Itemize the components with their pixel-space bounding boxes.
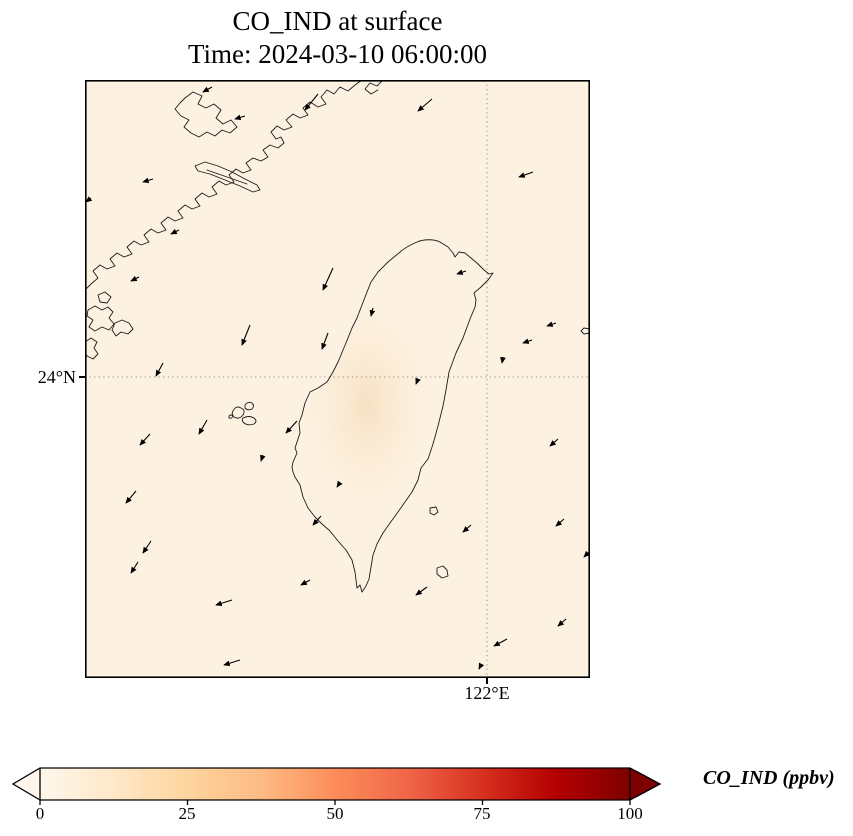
colorbar-tick-0: 0 (35, 804, 45, 823)
island-cluster-north (174, 91, 238, 138)
island-orchid (436, 565, 449, 579)
axes-frame (85, 80, 590, 678)
colorbar-tick-75: 75 (473, 804, 491, 823)
island-green (429, 506, 439, 516)
y-axis-tick-label: 24°N (37, 367, 76, 387)
colorbar-tick-25: 25 (178, 804, 196, 823)
colorbar-extend-max-arrow (630, 768, 660, 800)
colorbar (11, 767, 662, 805)
islet-small-a (97, 291, 112, 304)
islet-small-b (111, 319, 134, 337)
island-haitan-inner-line (206, 169, 248, 185)
wind-vector-arrows (85, 86, 590, 670)
colorbar-tick-100: 100 (617, 804, 643, 823)
y-axis-tick-mark (79, 376, 85, 378)
islet-cluster-left (86, 305, 115, 332)
figure-title: CO_IND at surface (232, 6, 443, 36)
islands-penghu (228, 401, 257, 426)
coastline-top-bays (364, 80, 384, 95)
colorbar-label: CO_IND (ppbv) (703, 767, 835, 789)
islet-left-edge (85, 337, 99, 360)
colorbar-extend-min-arrow (13, 768, 40, 800)
coastline-mainland-china (85, 80, 363, 291)
colorbar-tick-marks (39, 800, 631, 805)
islet-right-edge (580, 327, 590, 335)
colorbar-tick-50: 50 (326, 804, 344, 823)
x-axis-tick-mark (486, 678, 488, 684)
colorbar-gradient-body (40, 768, 630, 800)
island-haitan-sliver (194, 161, 261, 193)
map-plot-area (85, 80, 590, 678)
x-axis-tick-label: 122°E (464, 683, 510, 703)
coastline-taiwan (291, 239, 494, 593)
figure-subtitle: Time: 2024-03-10 06:00:00 (187, 39, 488, 69)
figure-title-block: CO_IND at surface Time: 2024-03-10 06:00… (85, 5, 590, 71)
